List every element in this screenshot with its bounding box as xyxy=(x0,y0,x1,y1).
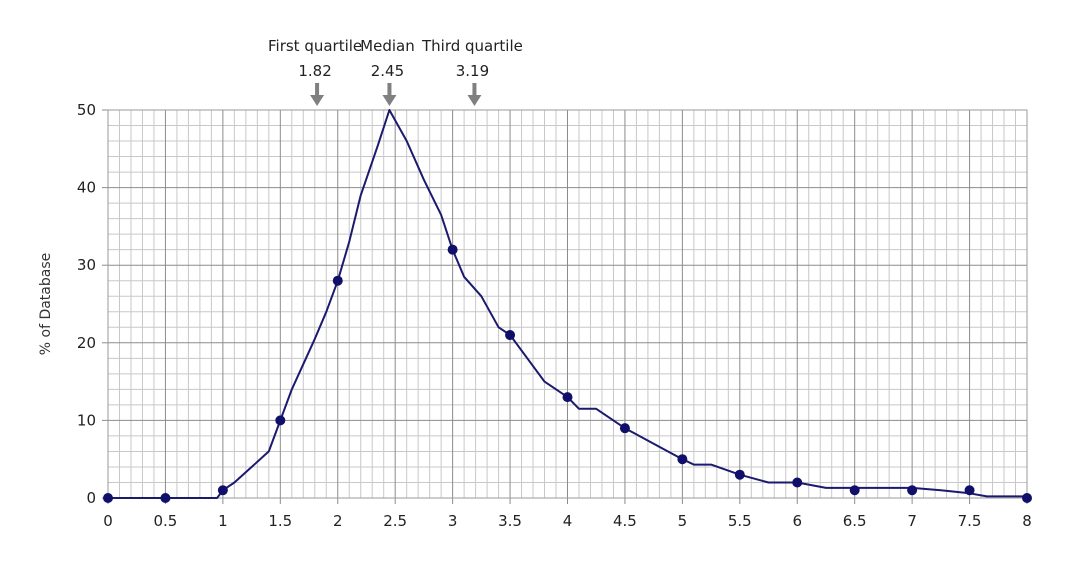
x-tick-label: 1.5 xyxy=(268,512,292,530)
plot-frame xyxy=(107,109,1028,499)
annotation-label: Median xyxy=(360,37,415,55)
x-tick-label: 7.5 xyxy=(958,512,982,530)
arrow-down-icon xyxy=(382,95,397,106)
x-tick-label: 4.5 xyxy=(613,512,637,530)
y-axis-title: % of Database xyxy=(38,253,54,356)
annotation-label: Third quartile xyxy=(421,37,523,55)
x-tick-label: 2 xyxy=(333,512,343,530)
x-tick-label: 5 xyxy=(678,512,688,530)
x-tick-label: 2.5 xyxy=(383,512,407,530)
data-point xyxy=(217,485,228,496)
quartile-annotation: Third quartile 3.19 xyxy=(421,37,523,106)
grid xyxy=(102,109,1028,504)
x-tick-label: 8 xyxy=(1022,512,1032,530)
arrow-down-icon xyxy=(467,95,482,106)
x-tick-label: 0 xyxy=(103,512,113,530)
axis-labels: 0 0.5 1 1.5 2 2.5 3 3.5 4 4.5 5 5.5 6 6.5 7 7.5 8 0 10 20 30… xyxy=(77,101,1032,530)
x-tick-label: 3 xyxy=(448,512,458,530)
data-point xyxy=(907,485,918,496)
data-point xyxy=(447,244,458,255)
data-point xyxy=(734,469,745,480)
data-point xyxy=(1022,493,1032,503)
data-point xyxy=(792,477,803,488)
annotation-value: 3.19 xyxy=(456,62,489,80)
x-tick-label: 1 xyxy=(218,512,228,530)
quartile-annotation: Median 2.45 xyxy=(360,37,415,106)
arrow-shaft xyxy=(315,83,320,95)
y-tick-label: 10 xyxy=(77,411,96,429)
arrow-shaft xyxy=(472,83,477,95)
data-point xyxy=(964,485,975,496)
x-tick-label: 7 xyxy=(907,512,917,530)
data-point xyxy=(160,493,171,503)
data-point xyxy=(103,493,113,503)
annotation-label: First quartile xyxy=(268,37,362,55)
x-tick-label: 5.5 xyxy=(728,512,752,530)
data-point xyxy=(677,454,688,465)
data-point xyxy=(505,330,516,341)
x-tick-label: 3.5 xyxy=(498,512,522,530)
data-point xyxy=(619,423,630,434)
y-tick-label: 50 xyxy=(77,101,96,119)
data-point xyxy=(562,392,573,403)
y-tick-label: 40 xyxy=(77,179,96,197)
y-tick-label: 0 xyxy=(86,489,96,507)
series xyxy=(103,109,1032,503)
quartile-annotation: First quartile 1.82 xyxy=(268,37,362,106)
x-tick-label: 0.5 xyxy=(154,512,178,530)
quartile-annotations: First quartile 1.82 Median 2.45 Third quarti… xyxy=(268,37,523,106)
x-tick-label: 6 xyxy=(792,512,802,530)
annotation-value: 1.82 xyxy=(298,62,331,80)
annotation-value: 2.45 xyxy=(371,62,404,80)
y-tick-label: 30 xyxy=(77,256,96,274)
arrow-down-icon xyxy=(310,95,325,106)
x-tick-label: 6.5 xyxy=(843,512,867,530)
arrow-shaft xyxy=(387,83,392,95)
x-tick-label: 4 xyxy=(563,512,573,530)
data-point xyxy=(275,415,286,426)
data-point xyxy=(849,485,860,496)
data-point xyxy=(332,275,343,286)
y-tick-label: 20 xyxy=(77,334,96,352)
